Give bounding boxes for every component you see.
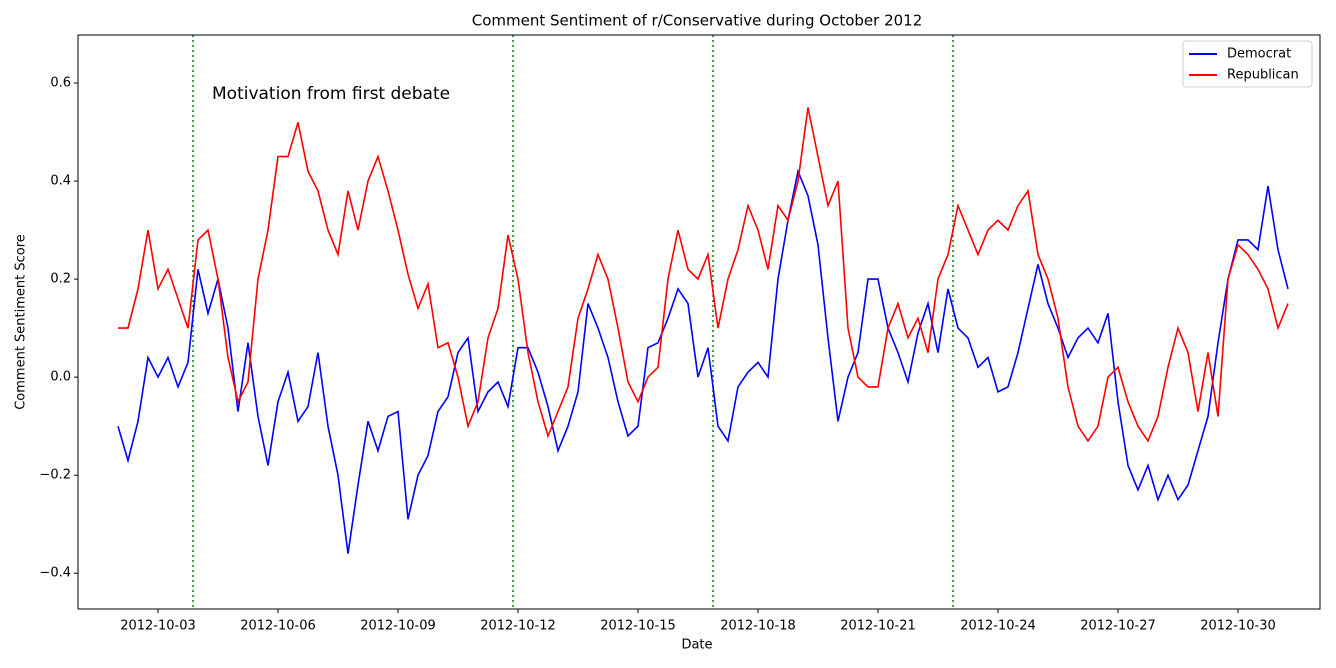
x-tick-label: 2012-10-06 (240, 619, 316, 634)
x-tick-label: 2012-10-15 (600, 619, 676, 634)
y-tick-label: 0.0 (50, 370, 71, 385)
x-tick-label: 2012-10-21 (840, 619, 916, 634)
y-tick-label: 0.6 (50, 76, 71, 91)
line-series (118, 107, 1289, 443)
x-tick-label: 2012-10-27 (1080, 619, 1156, 634)
plot-frame (77, 34, 1321, 610)
x-tick-label: 2012-10-09 (360, 619, 436, 634)
x-tick-label: 2012-10-03 (120, 619, 196, 634)
x-tick-label: 2012-10-12 (480, 619, 556, 634)
y-tick-label: −0.4 (39, 566, 71, 581)
x-tick-label: 2012-10-30 (1200, 619, 1276, 634)
x-tick-label: 2012-10-24 (960, 619, 1036, 634)
y-tick-label: −0.2 (39, 468, 71, 483)
line-series (117, 168, 1289, 554)
x-axis-label: Date (681, 638, 712, 653)
x-tick-label: 2012-10-18 (720, 619, 796, 634)
y-tick-label: 0.4 (50, 174, 71, 189)
chart-title: Comment Sentiment of r/Conservative duri… (472, 12, 923, 30)
y-axis-label: Comment Sentiment Score (14, 234, 29, 410)
legend-label: Republican (1227, 68, 1299, 83)
y-tick-label: 0.2 (50, 272, 71, 287)
annotation: Motivation from first debate (212, 84, 450, 104)
legend-label: Democrat (1227, 47, 1291, 62)
